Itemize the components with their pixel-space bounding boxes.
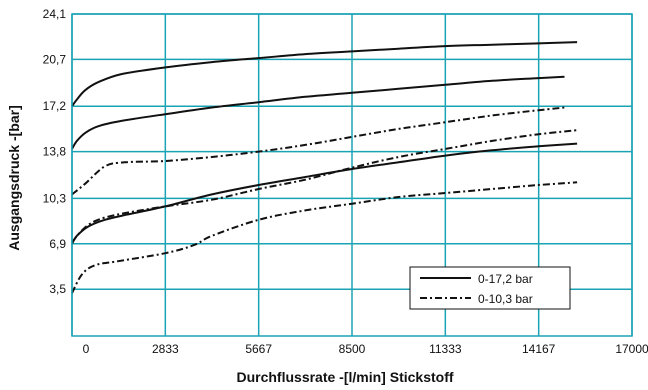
y-tick-labels: 3,5 6,9 10,3 13,8 17,2 20,7 24,1 — [43, 7, 67, 296]
x-tick-label: 17000 — [615, 342, 648, 356]
legend: 0-17,2 bar 0-10,3 bar — [409, 266, 571, 310]
dashdot-series-line-5 — [71, 181, 578, 294]
x-tick-label: 2833 — [152, 342, 179, 356]
x-tick-label: 14167 — [522, 342, 556, 356]
series-lines — [71, 41, 578, 294]
legend-box — [409, 266, 571, 310]
solid-series-line-2 — [71, 142, 578, 245]
x-tick-label: 5667 — [245, 342, 272, 356]
y-tick-label: 24,1 — [43, 7, 67, 21]
plot-border — [71, 13, 633, 337]
x-tick-labels: 0 2833 5667 8500 11333 14167 17000 — [83, 342, 648, 356]
x-axis-title: Durchflussrate -[l/min] Stickstoff — [236, 369, 453, 385]
solid-series-line-0 — [71, 41, 578, 107]
y-tick-label: 3,5 — [49, 282, 66, 296]
solid-series-line-1 — [71, 75, 565, 150]
y-tick-label: 17,2 — [43, 99, 67, 113]
y-tick-label: 13,8 — [43, 145, 67, 159]
legend-label-1: 0-10,3 bar — [478, 292, 533, 306]
dashdot-series-line-4 — [71, 129, 578, 244]
legend-label-0: 0-17,2 bar — [478, 272, 533, 286]
x-tick-label: 11333 — [429, 342, 462, 356]
y-tick-label: 10,3 — [43, 191, 67, 205]
y-axis-title: Ausgangsdruck -[bar] — [6, 105, 22, 250]
x-tick-label: 0 — [83, 342, 90, 356]
dashdot-series-line-3 — [71, 106, 565, 196]
y-tick-label: 6,9 — [49, 237, 66, 251]
x-tick-label: 8500 — [339, 342, 366, 356]
y-tick-label: 20,7 — [43, 52, 67, 66]
